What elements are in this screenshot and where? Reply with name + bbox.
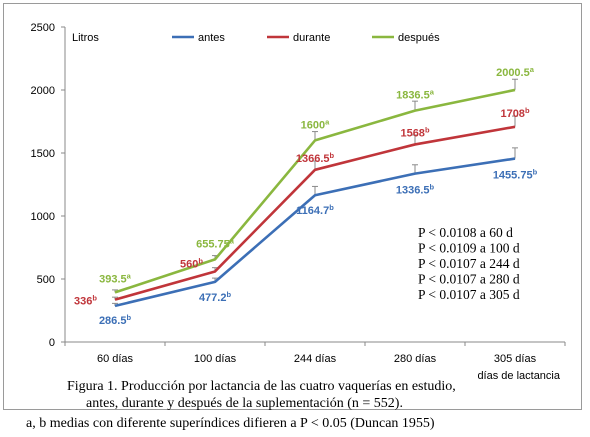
- y-tick-label: 1000: [31, 211, 55, 223]
- caption-line-2: antes, durante y después de la suplement…: [86, 396, 403, 411]
- p-value-line: P < 0.0107 a 280 d: [418, 272, 520, 287]
- p-value-line: P < 0.0107 a 305 d: [418, 287, 520, 302]
- data-label: 286.5b: [99, 313, 132, 327]
- data-label: 1836.5a: [396, 88, 435, 102]
- chart-legend: antes durante después: [172, 32, 440, 44]
- legend-label-antes: antes: [198, 32, 225, 44]
- data-label: 560b: [180, 256, 203, 270]
- data-label: 1708b: [500, 106, 529, 120]
- data-label: 1336.5b: [396, 183, 435, 197]
- x-tick-label: 305 días: [494, 353, 537, 365]
- data-label: 1568b: [400, 125, 429, 139]
- p-value-line: P < 0.0109 a 100 d: [418, 241, 520, 256]
- x-tick-label: 100 días: [194, 353, 237, 365]
- y-tick-label: 2500: [31, 22, 55, 34]
- x-tick-label: 280 días: [394, 353, 437, 365]
- data-label: 655.75a: [196, 236, 235, 250]
- data-label: 1600a: [301, 117, 330, 131]
- y-tick-label: 2000: [31, 85, 55, 97]
- series-lines: [114, 88, 516, 308]
- p-value-annotations: P < 0.0108 a 60 dP < 0.0109 a 100 dP < 0…: [418, 225, 520, 302]
- legend-label-durante: durante: [293, 32, 330, 44]
- series-line-durante: [114, 125, 516, 301]
- data-label: 1455.75b: [493, 168, 538, 182]
- y-tick-label: 500: [37, 274, 55, 286]
- y-tick-label: 1500: [31, 148, 55, 160]
- data-label: 393.5a: [99, 271, 132, 285]
- figure-caption: Figura 1. Producción por lactancia de la…: [67, 378, 537, 412]
- y-tick-label: 0: [49, 337, 55, 349]
- data-label: 1366.5b: [296, 151, 335, 165]
- series-line-antes: [114, 157, 516, 308]
- data-labels: 286.5b 477.2b 1164.7b 1336.5b 1455.75b 336b 56…: [74, 65, 538, 327]
- data-label: 336b: [74, 294, 97, 308]
- y-axis-label: Litros: [72, 32, 99, 44]
- data-label: 477.2b: [199, 290, 232, 304]
- p-value-line: P < 0.0107 a 244 d: [418, 256, 520, 271]
- series-line-después: [114, 88, 516, 294]
- x-tick-label: 244 días: [294, 353, 337, 365]
- caption-line-1: Figura 1. Producción por lactancia de la…: [67, 379, 456, 394]
- p-value-line: P < 0.0108 a 60 d: [418, 225, 513, 240]
- footnote: a, b medias con diferente superíndices d…: [26, 416, 435, 431]
- x-tick-label: 60 días: [97, 353, 134, 365]
- data-label: 1164.7b: [296, 203, 334, 217]
- legend-label-después: después: [398, 32, 440, 44]
- error-bars: [112, 78, 518, 306]
- x-axis-label: días de lactancia: [477, 370, 560, 382]
- chart-axes: 0 500 1000 1500 2000 2500 60 días 100 días 244 d…: [31, 22, 566, 382]
- data-label: 2000.5a: [496, 65, 535, 79]
